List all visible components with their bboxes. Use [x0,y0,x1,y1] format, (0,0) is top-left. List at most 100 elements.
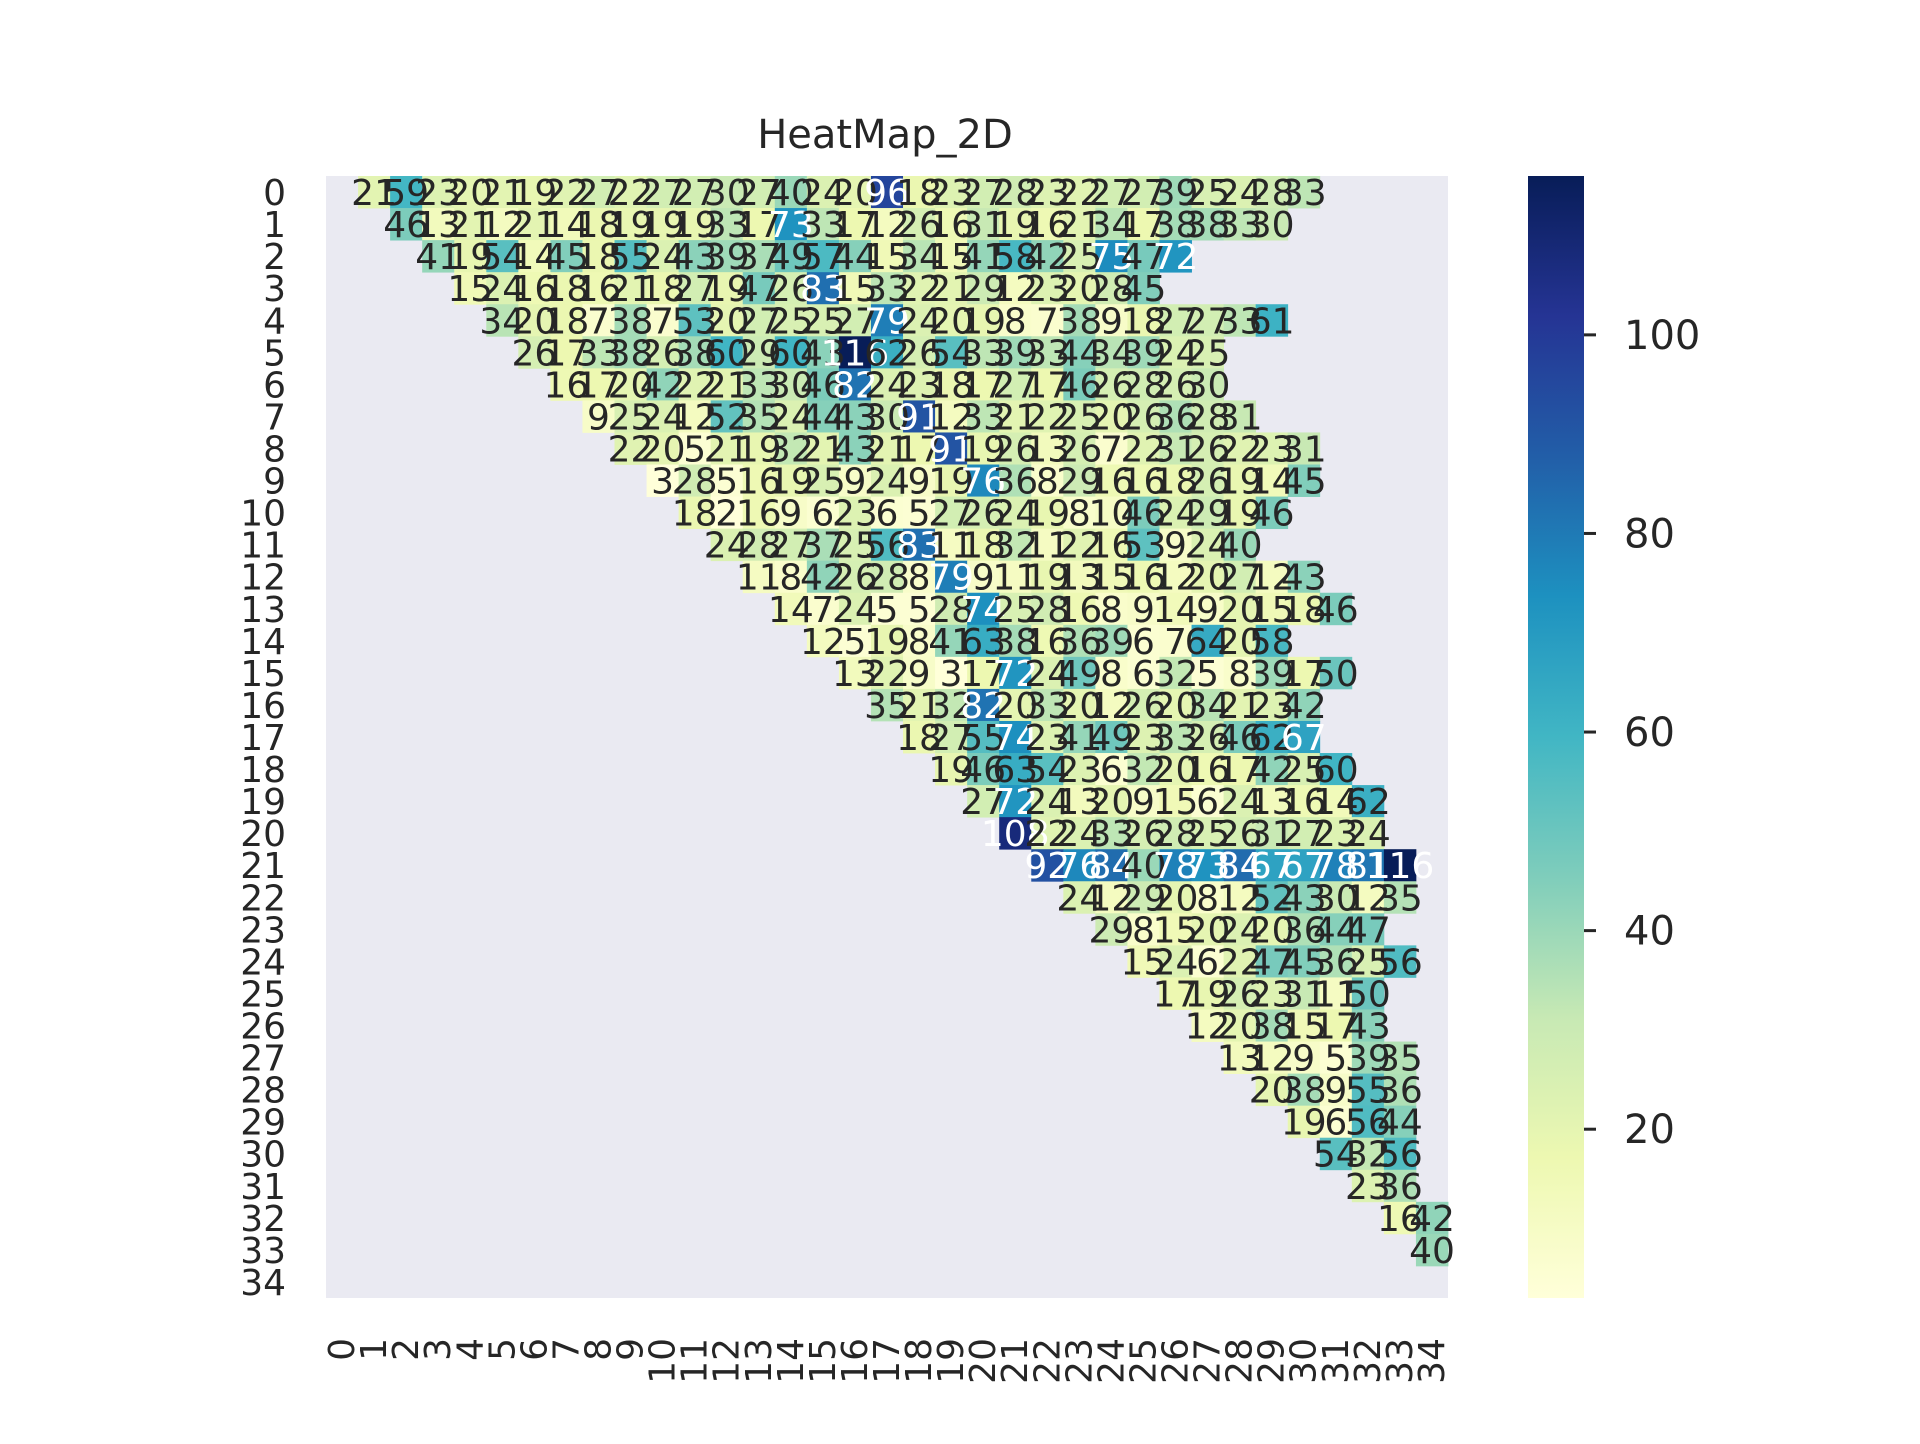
cell-annotation: 43 [800,333,846,374]
heatmap-cell [710,496,744,530]
cell-annotation: 8 [908,558,931,599]
heatmap-cell [1287,913,1321,946]
cell-annotation: 31 [1281,974,1327,1015]
heatmap-cell [1223,528,1257,562]
colorbar-tick-label: 20 [1624,1107,1675,1153]
cell-annotation: 46 [1217,718,1263,759]
cell-annotation: 23 [1249,974,1295,1015]
heatmap-cell [1319,656,1353,690]
heatmap-cell [870,464,904,497]
cell-annotation: 36 [1056,622,1102,663]
heatmap-cell [1191,208,1224,241]
colorbar [1528,176,1584,1298]
heatmap-cell [614,176,647,209]
heatmap-cell [1415,1233,1449,1267]
heatmap-cell [1255,977,1289,1010]
cell-annotation: 64 [1185,622,1231,663]
cell-annotation: 24 [1153,494,1199,535]
cell-annotation: 21 [864,429,910,470]
heatmap-cell [806,528,840,562]
chart-title: HeatMap_2D [757,112,1013,158]
heatmap-cell [1159,656,1192,690]
cell-annotation: 8 [1036,462,1059,503]
cell-annotation: 27 [960,782,1006,823]
heatmap-cell [550,368,583,401]
heatmap-cell [710,176,744,209]
heatmap-cell [1319,849,1353,882]
cell-annotation: 26 [1153,365,1199,406]
heatmap-cell [1159,400,1192,433]
cell-annotation: 18 [640,269,686,310]
heatmap-cell [486,176,519,209]
heatmap-cell [999,496,1032,530]
heatmap-cell [486,272,519,305]
cell-annotation: 27 [640,173,686,214]
cell-annotation: 13 [415,205,461,246]
heatmap-cell [1191,945,1224,978]
cell-annotation: 13 [832,654,878,695]
cell-annotation: 22 [864,654,910,695]
colorbar-tick-label: 100 [1624,313,1700,359]
heatmap-cell [1127,753,1160,786]
cell-annotation: 46 [1056,365,1102,406]
heatmap-cell [646,272,680,305]
heatmap-cell [1031,849,1064,882]
heatmap-cell [1063,272,1096,305]
heatmap-cell [967,304,1000,337]
heatmap-cell [806,400,840,433]
heatmap-cell [903,240,936,273]
cell-annotation: 24 [1217,910,1263,951]
cell-annotation: 41 [928,622,974,663]
heatmap-cell [1159,368,1192,401]
heatmap-cell [1223,720,1257,754]
cell-annotation: 7 [1164,622,1187,663]
cell-annotation: 9 [1100,301,1123,342]
cell-annotation: 24 [640,237,686,278]
cell-annotation: 27 [928,718,974,759]
cell-annotation: 9 [1196,590,1219,631]
cell-annotation: 21 [704,365,750,406]
cell-annotation: 28 [1249,173,1295,214]
heatmap-cell [1063,688,1096,722]
heatmap-cell [1351,817,1385,850]
cell-annotation: 43 [1281,558,1327,599]
cell-annotation: 29 [960,269,1006,310]
cell-annotation: 23 [1056,750,1102,791]
heatmap-cell [1319,945,1353,978]
cell-annotation: 25 [1056,237,1102,278]
heatmap-cell [1159,688,1192,722]
cell-annotation: 33 [704,205,750,246]
heatmap-cell [1031,464,1064,497]
heatmap-cell [903,592,936,626]
cell-annotation: 12 [1345,878,1391,919]
cell-annotation: 16 [511,269,557,310]
heatmap-cell [1127,208,1160,241]
heatmap-cell [1191,336,1224,369]
cell-annotation: 19 [768,462,814,503]
heatmap-cell [1095,817,1128,850]
cell-annotation: 62 [864,333,910,374]
heatmap-cell [1287,1105,1321,1139]
cell-annotation: 58 [992,237,1038,278]
heatmap-cell [742,528,776,562]
cell-annotation: 7 [587,301,610,342]
cell-annotation: 38 [992,622,1038,663]
heatmap-cell [1255,624,1289,658]
cell-annotation: 63 [960,622,1006,663]
heatmap-cell [742,272,776,305]
cell-annotation: 23 [1121,718,1167,759]
heatmap-cell [1287,977,1321,1010]
heatmap-cell [1255,176,1289,209]
cell-annotations: 2159232021192227222727302740242096182327… [351,173,1455,1272]
heatmap-cell [1159,496,1192,530]
cell-annotation: 12 [1088,878,1134,919]
heatmap-cell [1287,176,1321,209]
heatmap-cell [935,176,968,209]
cell-annotation: 12 [1088,686,1134,727]
cell-annotation: 38 [1056,301,1102,342]
cell-annotation: 30 [768,365,814,406]
heatmap-cell [710,400,744,433]
cell-annotation: 19 [447,237,493,278]
cell-annotation: 67 [1281,718,1327,759]
